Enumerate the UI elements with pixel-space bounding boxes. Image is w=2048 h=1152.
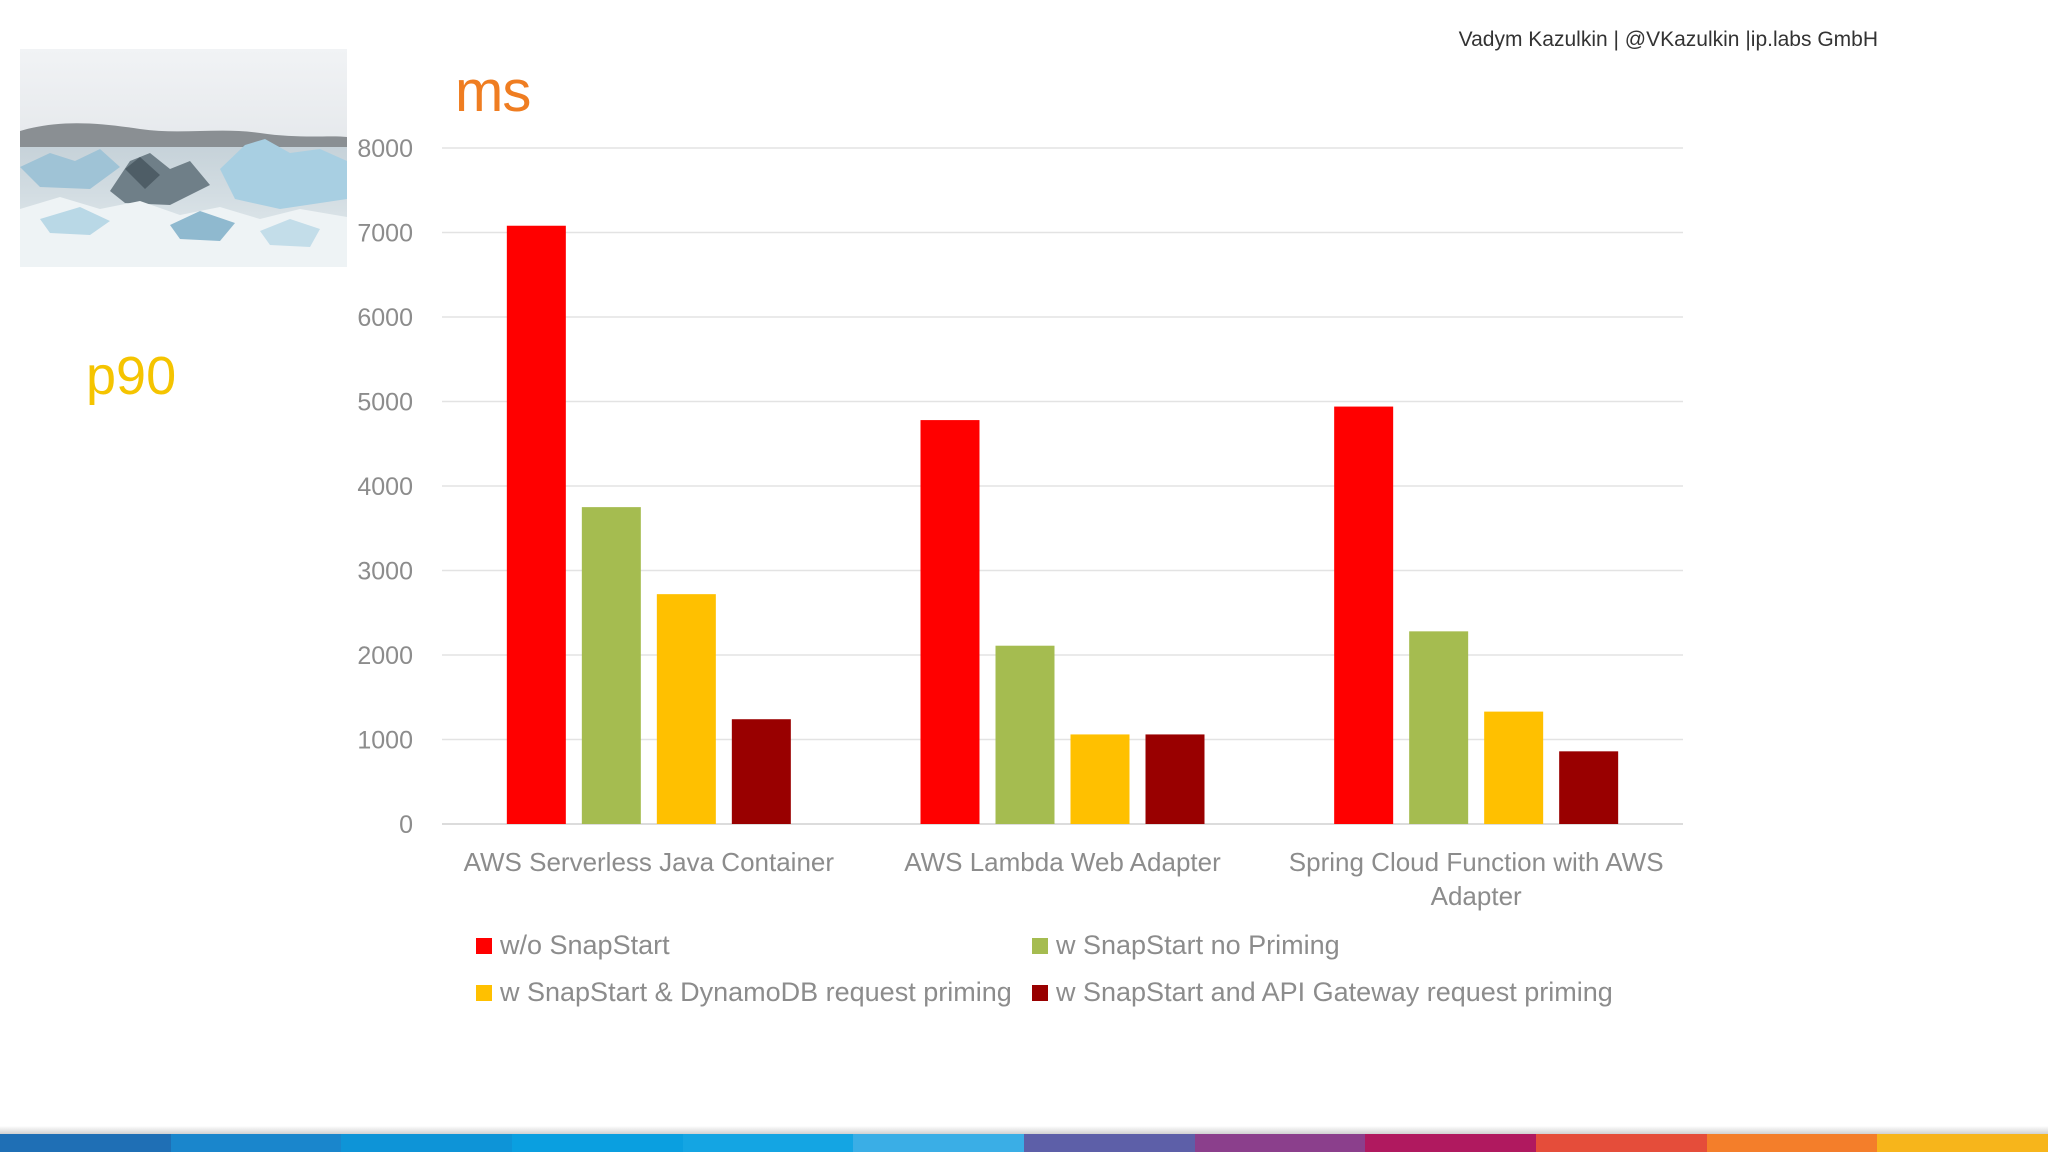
legend-label: w SnapStart & DynamoDB request priming (500, 977, 1012, 1007)
legend-item: w SnapStart no Priming (1032, 930, 1340, 961)
legend-label: w SnapStart and API Gateway request prim… (1056, 977, 1613, 1007)
percentile-label: p90 (86, 346, 177, 406)
footer-stripe-segment (1536, 1134, 1707, 1152)
bar (656, 594, 716, 824)
y-tick-label: 2000 (357, 642, 413, 670)
bar (1070, 734, 1130, 824)
glacier-photo (20, 49, 347, 267)
bar (731, 719, 791, 824)
bar (995, 645, 1055, 824)
bar (1484, 711, 1544, 824)
bar (581, 507, 641, 824)
bar (1334, 406, 1394, 824)
y-tick-label: 7000 (357, 220, 413, 248)
footer-stripe-segment (853, 1134, 1025, 1152)
footer-shadow (0, 1126, 2048, 1134)
footer-stripe-segment (1194, 1134, 1366, 1152)
y-tick-label: 4000 (357, 473, 413, 501)
unit-title: ms (455, 59, 531, 124)
legend-item: w SnapStart & DynamoDB request priming (476, 977, 1012, 1008)
legend-item: w SnapStart and API Gateway request prim… (1032, 977, 1613, 1008)
legend-swatch (476, 984, 492, 1001)
footer-stripe-segment (1877, 1134, 2048, 1152)
bar (920, 420, 980, 824)
legend-swatch (1032, 984, 1048, 1001)
legend-label: w/o SnapStart (500, 930, 670, 960)
bar (1559, 751, 1619, 824)
footer-stripe-segment (170, 1134, 342, 1152)
category-labels: AWS Serverless Java Container AWS Lambda … (464, 847, 1664, 911)
x-category-label: Adapter (1431, 881, 1522, 911)
bars (506, 225, 1619, 825)
author-credit: Vadym Kazulkin | @VKazulkin |ip.labs Gmb… (1458, 28, 1878, 51)
y-tick-label: 5000 (357, 389, 413, 417)
footer-stripe-segment (512, 1134, 683, 1152)
gridlines (442, 147, 1683, 825)
footer-stripe-segment (341, 1134, 513, 1152)
footer-color-stripe (0, 1134, 2048, 1152)
bar (1409, 631, 1469, 824)
y-tick-label: 6000 (357, 304, 413, 332)
y-axis-ticks: 0 1000 2000 3000 4000 5000 6000 7000 8000 (357, 135, 413, 839)
y-tick-label: 8000 (357, 135, 413, 163)
bar (506, 225, 566, 825)
chart-legend: w/o SnapStart w SnapStart no Priming w Sna… (476, 930, 1676, 1030)
legend-label: w SnapStart no Priming (1056, 930, 1340, 960)
x-category-label: Spring Cloud Function with AWS (1289, 847, 1664, 877)
y-tick-label: 0 (399, 811, 413, 839)
y-tick-label: 1000 (357, 727, 413, 755)
footer-stripe-segment (1024, 1134, 1195, 1152)
x-category-label: AWS Lambda Web Adapter (904, 847, 1221, 877)
footer-stripe-segment (1706, 1134, 1878, 1152)
y-tick-label: 3000 (357, 558, 413, 586)
legend-swatch (1032, 937, 1048, 954)
glacier-photo-icon (20, 49, 347, 267)
footer-stripe-segment (0, 1134, 171, 1152)
legend-item: w/o SnapStart (476, 930, 670, 961)
legend-swatch (476, 937, 492, 954)
footer-stripe-segment (682, 1134, 854, 1152)
bar (1145, 734, 1205, 824)
footer-stripe-segment (1365, 1134, 1537, 1152)
x-category-label: AWS Serverless Java Container (464, 847, 835, 877)
